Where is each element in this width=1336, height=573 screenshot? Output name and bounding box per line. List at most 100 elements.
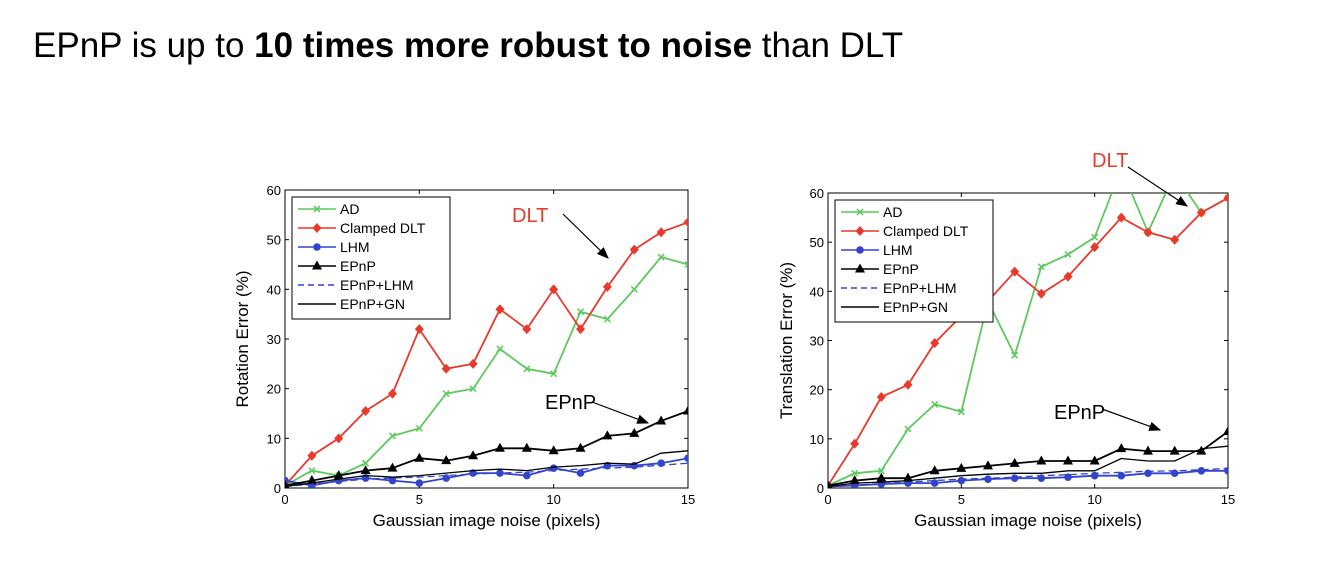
data-point-clamped-dlt: [903, 379, 913, 390]
y-axis-label: Rotation Error (%): [233, 271, 252, 408]
data-point-epnp: [387, 462, 398, 472]
legend-marker-epnp: [855, 263, 865, 273]
series-line-epnp: [285, 410, 688, 487]
data-point-clamped-dlt: [1196, 207, 1206, 218]
data-point-ad: [308, 467, 316, 475]
data-point-ad: [1064, 250, 1072, 258]
data-point-lhm: [1197, 466, 1206, 475]
data-point-epnp: [1089, 455, 1100, 465]
data-point-epnp: [306, 475, 317, 485]
data-point-ad: [362, 459, 370, 467]
data-point-epnp: [441, 455, 452, 465]
data-point-clamped-dlt: [1143, 227, 1153, 238]
legend: AD Clamped DLT LHM EPnP EPnP+LHM EPnP+GN: [291, 196, 451, 320]
y-tick-label: 60: [810, 186, 824, 201]
data-point-clamped-dlt: [1223, 193, 1228, 203]
data-point-clamped-dlt: [361, 406, 371, 417]
legend-label-epnp-lhm: EPnP+LHM: [883, 280, 957, 296]
y-tick-label: 20: [810, 383, 824, 398]
annotation-arrow-dlt: [1127, 166, 1189, 207]
data-point-clamped-dlt: [549, 284, 559, 295]
y-tick-label: 40: [267, 282, 281, 297]
data-point-epnp: [876, 472, 887, 482]
annotation-epnp: EPnP: [545, 392, 596, 414]
data-point-clamped-dlt: [602, 281, 612, 292]
data-point-clamped-dlt: [1010, 266, 1020, 277]
y-tick-label: 20: [267, 382, 281, 397]
series-line-epnp-gn: [828, 445, 1228, 488]
legend-label-clamped-dlt: Clamped DLT: [340, 220, 426, 236]
legend-marker-lhm: [313, 243, 321, 251]
legend-marker-ad: [856, 208, 864, 216]
y-tick-label: 0: [817, 481, 824, 496]
legend-box: [291, 196, 451, 320]
data-point-lhm: [684, 454, 688, 462]
data-point-epnp: [929, 465, 940, 475]
data-point-ad: [603, 315, 611, 323]
data-point-ad: [1091, 233, 1099, 241]
legend: AD Clamped DLT LHM EPnP EPnP+LHM EPnP+GN: [834, 199, 994, 323]
y-tick-label: 0: [274, 481, 281, 496]
title-prefix: EPnP is up to: [33, 26, 255, 65]
legend-label-ad: AD: [340, 201, 359, 217]
data-point-epnp: [1036, 455, 1047, 465]
data-point-clamped-dlt: [522, 324, 532, 335]
title-suffix: than DLT: [752, 26, 904, 65]
data-point-epnp: [683, 405, 688, 415]
slide-title: EPnP is up to 10 times more robust to no…: [33, 26, 903, 66]
y-tick-label: 10: [267, 431, 281, 446]
legend-box: [834, 199, 994, 323]
legend-label-epnp-gn: EPnP+GN: [340, 296, 405, 312]
data-point-epnp: [849, 475, 860, 485]
series-line-ad: [828, 193, 1228, 487]
data-point-lhm: [549, 464, 558, 472]
data-point-ad: [577, 308, 585, 316]
data-point-clamped-dlt: [495, 304, 505, 315]
series-line-ad: [285, 255, 688, 487]
legend-label-epnp: EPnP: [883, 261, 919, 277]
x-tick-label: 10: [546, 492, 560, 507]
legend-label-epnp-lhm: EPnP+LHM: [340, 277, 414, 293]
series-line-clamped-dlt: [285, 221, 688, 487]
legend-marker-epnp: [312, 260, 322, 270]
data-point-clamped-dlt: [876, 392, 886, 403]
data-point-epnp: [656, 415, 667, 425]
series-line-epnp-lhm: [828, 467, 1228, 488]
data-point-epnp: [602, 430, 613, 440]
data-point-ad: [523, 365, 531, 373]
data-point-ad: [957, 408, 965, 416]
y-tick-label: 30: [267, 332, 281, 347]
x-tick-label: 10: [1087, 492, 1101, 507]
data-point-epnp: [956, 462, 967, 472]
y-tick-label: 50: [267, 233, 281, 248]
annotation-epnp: EPnP: [1054, 402, 1105, 424]
series-line-clamped-dlt: [828, 197, 1228, 486]
data-point-epnp: [1009, 457, 1020, 467]
data-point-clamped-dlt: [1063, 271, 1073, 282]
x-tick-label: 5: [958, 492, 965, 507]
data-point-ad: [630, 285, 638, 293]
data-point-epnp: [548, 445, 559, 455]
legend-label-lhm: LHM: [340, 239, 370, 255]
data-point-ad: [1037, 263, 1045, 271]
data-point-clamped-dlt: [1170, 234, 1180, 245]
data-point-epnp: [360, 465, 371, 475]
data-point-ad: [496, 345, 504, 353]
y-axis-label: Translation Error (%): [777, 262, 796, 419]
legend-marker-clamped-dlt: [312, 223, 322, 233]
x-axis-label: Gaussian image noise (pixels): [914, 511, 1142, 530]
annotation-arrow-dlt: [562, 213, 609, 259]
y-tick-label: 10: [810, 432, 824, 447]
data-point-clamped-dlt: [387, 388, 397, 399]
legend-label-epnp: EPnP: [340, 258, 376, 274]
data-point-clamped-dlt: [629, 244, 639, 255]
annotation-dlt: DLT: [512, 205, 548, 227]
data-point-epnp: [1063, 455, 1073, 465]
data-point-ad: [1011, 351, 1019, 359]
data-point-clamped-dlt: [334, 433, 344, 444]
data-point-clamped-dlt: [1090, 242, 1100, 253]
data-point-epnp: [903, 472, 913, 482]
data-point-clamped-dlt: [930, 337, 940, 348]
data-point-epnp: [983, 460, 993, 470]
